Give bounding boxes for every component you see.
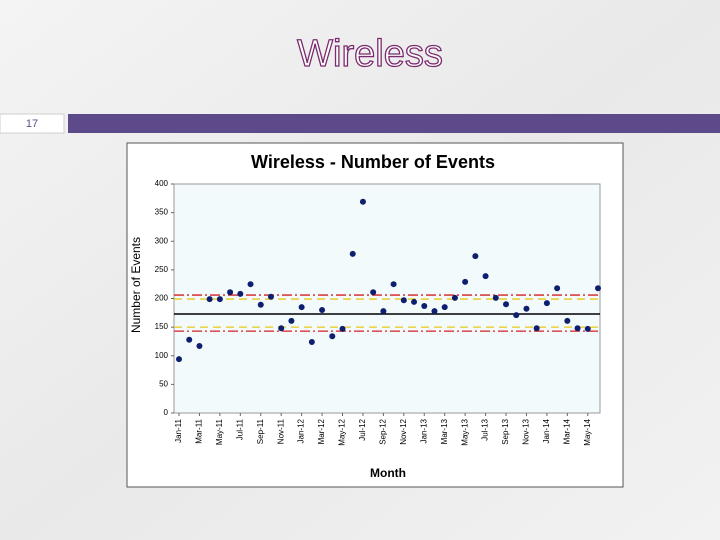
point	[421, 302, 428, 309]
point	[513, 312, 520, 319]
point	[400, 297, 407, 304]
x-tick-label: May-12	[338, 418, 347, 445]
y-tick-label: 300	[155, 236, 169, 245]
x-tick-label: Jan-12	[297, 418, 306, 443]
header-bar	[68, 114, 720, 133]
point	[503, 301, 510, 308]
point	[472, 253, 479, 260]
y-tick-label: 150	[155, 322, 169, 331]
x-tick-label: Jul-13	[481, 418, 490, 440]
point	[267, 293, 274, 300]
x-tick-label: Mar-14	[562, 418, 571, 444]
x-tick-label: Sep-11	[256, 418, 265, 444]
x-axis-label: Month	[370, 466, 406, 480]
x-tick-label: Mar-12	[317, 418, 326, 444]
point	[370, 289, 377, 296]
point	[308, 339, 315, 346]
y-tick-label: 0	[164, 408, 169, 417]
point	[554, 285, 561, 292]
x-tick-label: Jan-13	[419, 418, 428, 443]
point	[196, 343, 203, 350]
point	[288, 317, 295, 324]
y-tick-label: 250	[155, 265, 169, 274]
point	[595, 285, 601, 292]
point	[176, 356, 182, 363]
x-tick-label: May-13	[460, 418, 469, 445]
y-tick-label: 200	[155, 294, 169, 303]
x-tick-label: Mar-13	[440, 418, 449, 444]
x-tick-label: Sep-12	[378, 418, 387, 444]
point	[298, 304, 305, 311]
point	[492, 294, 499, 301]
point	[584, 325, 591, 332]
point	[441, 304, 448, 311]
x-tick-label: Sep-13	[501, 418, 510, 444]
x-tick-label: Jan-11	[174, 418, 183, 442]
point	[349, 250, 356, 257]
x-tick-label: Mar-11	[195, 418, 204, 443]
point	[186, 336, 193, 343]
x-tick-label: Jan-14	[542, 418, 551, 443]
x-tick-label: Nov-11	[276, 418, 285, 444]
point	[319, 306, 326, 313]
point	[359, 198, 366, 205]
y-axis-label: Number of Events	[129, 237, 143, 333]
point	[482, 273, 489, 280]
point	[543, 300, 550, 307]
point	[411, 298, 418, 305]
point	[257, 301, 264, 308]
point	[339, 325, 346, 332]
point	[390, 281, 397, 288]
y-tick-label: 350	[155, 208, 169, 217]
point	[216, 296, 223, 303]
point	[237, 290, 244, 297]
point	[278, 325, 285, 332]
point	[451, 294, 458, 301]
point	[380, 308, 387, 315]
x-tick-label: Nov-13	[522, 418, 531, 444]
x-tick-label: Nov-12	[399, 418, 408, 444]
point	[227, 289, 234, 296]
point	[564, 317, 571, 324]
chart-title: Wireless - Number of Events	[251, 152, 495, 172]
y-tick-label: 100	[155, 351, 169, 360]
point	[462, 278, 469, 285]
x-tick-label: Jul-12	[358, 418, 367, 440]
slide-number: 17	[26, 118, 38, 130]
point	[206, 296, 213, 303]
y-tick-label: 400	[155, 179, 169, 188]
point	[574, 325, 581, 332]
x-tick-label: Jul-11	[235, 418, 244, 440]
point	[247, 281, 254, 288]
slide-title: Wireless	[297, 33, 443, 75]
point	[329, 333, 336, 340]
point	[523, 305, 530, 312]
x-tick-label: May-11	[215, 418, 224, 445]
x-tick-label: May-14	[583, 418, 592, 445]
point	[431, 308, 438, 315]
y-tick-label: 50	[159, 379, 168, 388]
point	[533, 325, 540, 332]
number-box	[0, 113, 65, 134]
